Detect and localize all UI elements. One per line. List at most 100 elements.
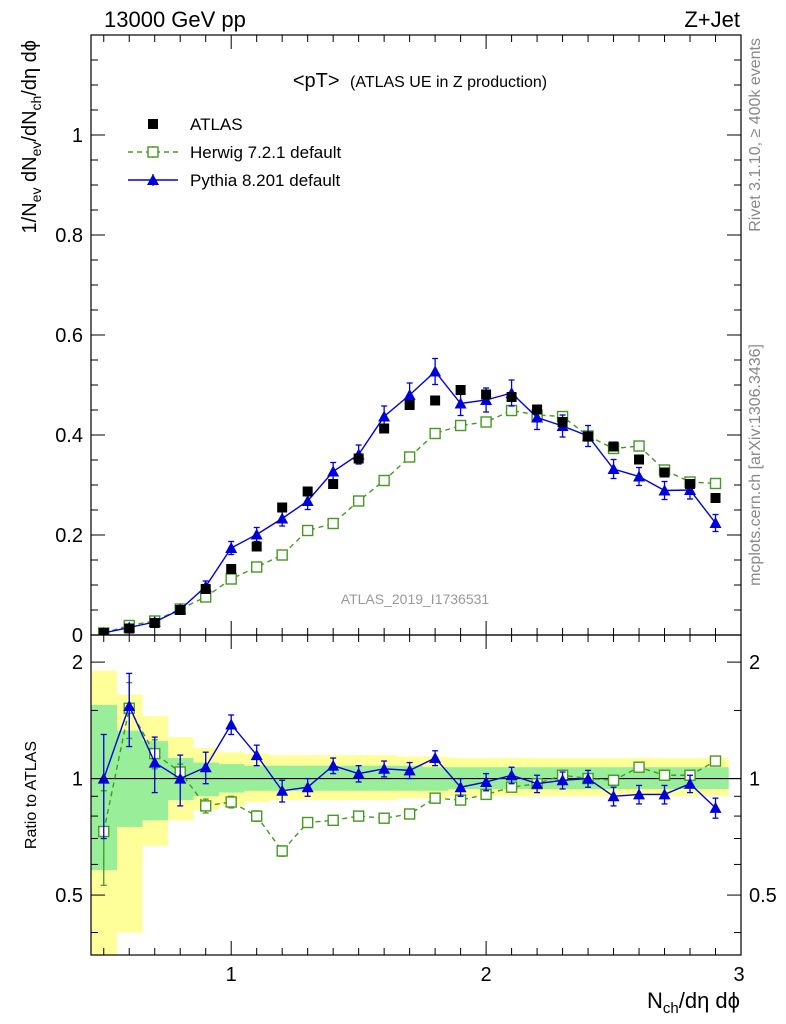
main-pythia-point (684, 484, 697, 495)
x-tick-label: 3 (733, 964, 744, 986)
ratio-herwig-point (327, 814, 339, 827)
ratio-pythia-point (123, 700, 136, 712)
main-atlas-point (608, 441, 619, 452)
legend-pythia-marker (147, 174, 159, 185)
ratio-herwig-point (200, 800, 212, 812)
ratio-y-tick-label-left: 2 (72, 652, 83, 674)
ratio-pythia-point (531, 777, 544, 789)
main-title-description: (ATLAS UE in Z production) (350, 74, 547, 91)
ratio-pythia-point (633, 788, 646, 800)
ratio-pythia-point (378, 762, 391, 774)
main-title: <pT> (ATLAS UE in Z production) (293, 70, 547, 92)
ratio-y-tick-label-left: 1 (72, 769, 83, 791)
main-herwig-point (327, 517, 339, 530)
main-atlas-point (430, 395, 441, 406)
legend-atlas-label: ATLAS (190, 115, 243, 134)
main-atlas-point (455, 385, 466, 395)
main-y-tick-label: 1 (72, 125, 83, 147)
main-herwig-point (250, 561, 263, 573)
legend: ATLAS Herwig 7.2.1 default Pythia 8.201 de… (128, 115, 341, 190)
main-pythia-point (658, 484, 671, 496)
main-atlas-point (634, 454, 645, 465)
main-pythia-point (250, 528, 263, 540)
main-atlas-point (532, 404, 543, 415)
x-axis-label: Nch/dη dϕ (647, 988, 740, 1017)
main-atlas-point (251, 541, 262, 552)
main-pythia-point (454, 397, 467, 409)
ratio-herwig-point (301, 816, 314, 829)
ratio-herwig-point (607, 774, 620, 786)
main-y-tick-label: 0.8 (55, 225, 83, 247)
ratio-pythia-point (480, 775, 493, 787)
main-atlas-point (353, 453, 364, 464)
header-process: Z+Jet (684, 7, 740, 32)
ratio-herwig-point (633, 761, 645, 773)
ratio-y-axis-label: Ratio to ATLAS (23, 741, 40, 849)
main-pythia-point (709, 517, 722, 528)
legend-pythia-label: Pythia 8.201 default (190, 171, 341, 190)
main-herwig-point (709, 477, 722, 490)
ratio-pythia-point (658, 788, 671, 800)
main-herwig-point (225, 573, 237, 585)
main-title-observable: <pT> (293, 70, 340, 92)
ratio-pythia-point (556, 774, 569, 786)
main-atlas-point (379, 423, 390, 434)
ratio-pythia-point (199, 761, 212, 773)
ratio-y-tick-label-right: 0.5 (749, 885, 777, 907)
ratio-plot-frame (90, 634, 742, 956)
main-atlas-point (200, 584, 211, 594)
main-pythia-point (276, 512, 289, 524)
legend-herwig-marker (147, 146, 159, 158)
ratio-herwig-point (709, 755, 722, 767)
ratio-pythia-point (505, 769, 518, 781)
legend-herwig-label: Herwig 7.2.1 default (190, 143, 341, 162)
main-pythia-point (429, 365, 442, 377)
ratio-herwig-point (378, 812, 390, 824)
ratio-pythia-point (607, 790, 620, 802)
main-atlas-point (506, 392, 517, 402)
rivet-version-label: Rivet 3.1.10, ≥ 400k events (747, 38, 764, 232)
main-atlas-point (659, 467, 670, 478)
main-atlas-point (404, 400, 415, 410)
ratio-pythia-point (174, 772, 187, 784)
main-herwig-point (276, 549, 288, 561)
ratio-y-tick-label-right: 1 (749, 769, 760, 791)
main-y-axis-label: 1/Nev dNev/dNch/dη dϕ (19, 40, 44, 233)
main-pythia-point (327, 465, 340, 477)
main-herwig-point (480, 416, 492, 428)
ratio-herwig-point (403, 808, 416, 820)
ratio-herwig-point (276, 845, 288, 857)
main-pythia-point (378, 410, 391, 422)
ratio-pythia-point (301, 781, 314, 793)
main-y-tick-label: 0.2 (55, 525, 83, 547)
ratio-herwig-point (250, 810, 263, 822)
main-atlas-point (328, 479, 339, 489)
ratio-y-tick-label-left: 0.5 (55, 885, 83, 907)
main-pythia-point (403, 389, 416, 400)
main-pythia-point (531, 411, 544, 423)
main-atlas-point (481, 389, 492, 400)
ratio-pythia-point (276, 784, 289, 796)
legend-atlas-marker (148, 119, 158, 129)
ratio-pythia-point (582, 772, 595, 784)
main-atlas-point (277, 502, 288, 513)
main-plot-panel: 0 0.2 0.4 0.6 0.8 1 <pT> (ATLAS UE in Z produ… (19, 34, 742, 647)
ratio-pythia-point (709, 801, 722, 813)
main-atlas-point (557, 417, 568, 427)
ratio-pythia-point (684, 777, 697, 789)
main-pythia-point (225, 542, 238, 553)
main-herwig-point (378, 474, 390, 487)
main-pythia-point (301, 495, 314, 506)
ratio-pythia-point (148, 756, 161, 768)
main-herwig-point (301, 524, 314, 537)
ratio-pythia-point (250, 749, 263, 761)
main-y-tick-label: 0.4 (55, 425, 83, 447)
main-herwig-point (633, 440, 645, 452)
ratio-pythia-point (225, 718, 238, 730)
main-atlas-point (149, 618, 160, 628)
mcplots-label: mcplots.cern.ch [arXiv:1306.3436] (747, 344, 764, 586)
main-atlas-point (710, 493, 721, 503)
ratio-herwig-point (225, 796, 237, 808)
ratio-pythia-point (429, 752, 442, 764)
